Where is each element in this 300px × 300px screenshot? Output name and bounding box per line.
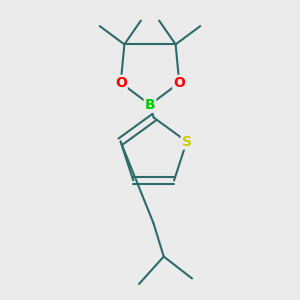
Text: S: S [182,134,192,148]
Text: O: O [173,76,185,90]
Text: B: B [145,98,155,112]
Text: O: O [115,76,127,90]
